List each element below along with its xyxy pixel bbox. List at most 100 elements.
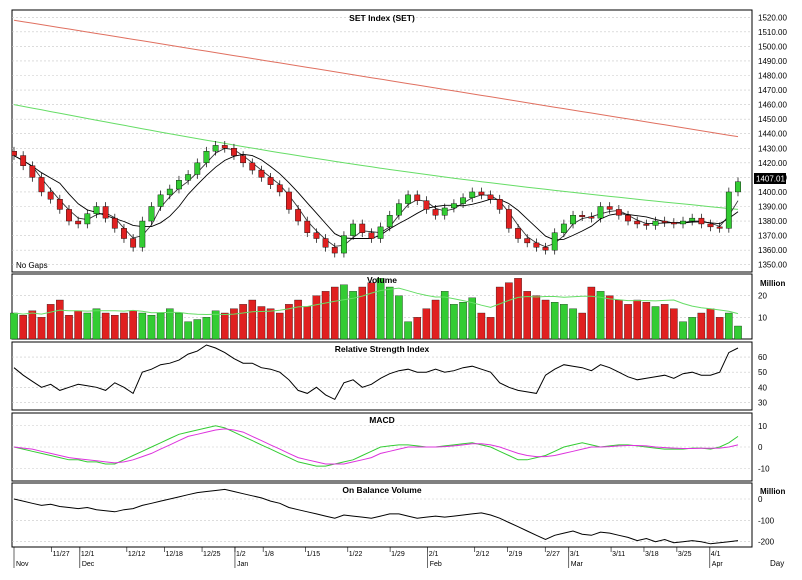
volume-bar [221,312,229,340]
volume-bar [587,286,596,340]
obv-tick-label: 0 [758,495,763,504]
volume-bar [193,319,202,340]
x-date-label: 1/29 [391,551,405,558]
x-date-label: 3/25 [678,551,692,558]
candle-body [460,197,466,204]
rsi-panel [11,341,753,411]
volume-bar [734,325,742,340]
candle-body [615,209,622,216]
x-month-label: Jan [237,561,248,568]
price-series [12,19,741,258]
price-tick-label: 1370.00 [758,232,787,241]
candle-body [432,209,439,216]
candle-body [634,220,641,225]
candle-body [707,223,714,228]
volume-bar [92,308,101,340]
rsi-tick-label: 60 [758,353,767,362]
volume-bar [560,304,568,340]
candle-body [176,180,182,190]
candle-body [203,150,210,164]
no-gaps-label: No Gaps [16,261,48,270]
candle-body [20,155,27,166]
volume-bar [83,312,92,340]
candle-body [414,194,421,201]
candle-body [395,203,402,216]
volume-bar [285,304,293,340]
volume-bar [660,304,669,340]
volume-bar [367,282,376,340]
macd-line [13,425,739,467]
volume-bar [404,321,412,340]
volume-bar [688,317,696,340]
candle-body [579,215,586,217]
candle-body [359,223,366,233]
volume-bar [477,312,486,340]
rsi-tick-label: 40 [758,383,767,392]
x-date-label: 1/22 [349,551,363,558]
x-date-label: 12/12 [128,551,146,558]
macd-tick-label: 10 [758,422,767,431]
price-tick-label: 1430.00 [758,144,787,153]
rsi-series [13,344,739,401]
price-tick-label: 1400.00 [758,188,787,197]
candle-body [450,203,457,209]
volume-bar [321,291,330,340]
volume-bar [376,278,385,340]
volume-bar [37,317,46,340]
volume-bar [505,282,513,340]
x-date-label: 12/25 [203,551,221,558]
volume-bar [138,312,147,340]
volume-bar [431,299,440,340]
candle-body [121,228,127,239]
candle-body [249,162,256,171]
x-date-label: 12/18 [165,551,183,558]
volume-bar [330,286,339,340]
volume-bar [120,312,128,340]
candle-body [423,200,430,210]
candle-body [661,220,668,223]
volume-bar [239,304,247,340]
volume-bar [413,317,422,340]
x-date-label: 2/12 [476,551,490,558]
candle-body [533,242,540,248]
volume-bar [706,308,715,340]
candle-body [47,191,54,200]
volume-bar [450,304,458,340]
price-tick-label: 1390.00 [758,203,787,212]
x-date-label: 3/18 [645,551,659,558]
candle-body [643,223,650,226]
candle-body [194,162,201,175]
volume-bar [211,310,220,340]
candle-body [478,191,485,196]
candle-body [496,199,503,210]
candle-body [331,247,338,254]
price-tick-label: 1420.00 [758,159,787,168]
x-date-label: 3/11 [612,551,625,558]
x-month-label: Dec [82,561,95,568]
x-month-label: Mar [571,561,584,568]
long-moving-average-line [13,19,739,138]
volume-bar [175,312,183,340]
price-tick-label: 1350.00 [758,261,787,270]
volume-bar [642,302,651,340]
candle-body [231,148,237,156]
rsi-tick-label: 30 [758,398,767,407]
price-tick-label: 1380.00 [758,217,787,226]
candle-body [515,228,521,239]
x-date-label: 3/1 [570,551,580,558]
last-value-marker [754,173,786,184]
last-value-label: 1407.01 [756,175,785,184]
rsi-panel-title: Relative Strength Index [335,344,430,354]
price-tick-label: 1490.00 [758,57,787,66]
volume-bar [468,297,476,340]
x-date-label: 1/2 [236,551,246,558]
volume-bar [541,299,550,340]
candle-body [258,169,265,178]
volume-bar [266,308,275,340]
candle-body [84,213,91,225]
volume-bar [111,315,119,340]
candle-body [93,206,100,214]
volume-bar [651,306,660,340]
x-date-label: 1/15 [306,551,320,558]
volume-bar [697,312,706,340]
